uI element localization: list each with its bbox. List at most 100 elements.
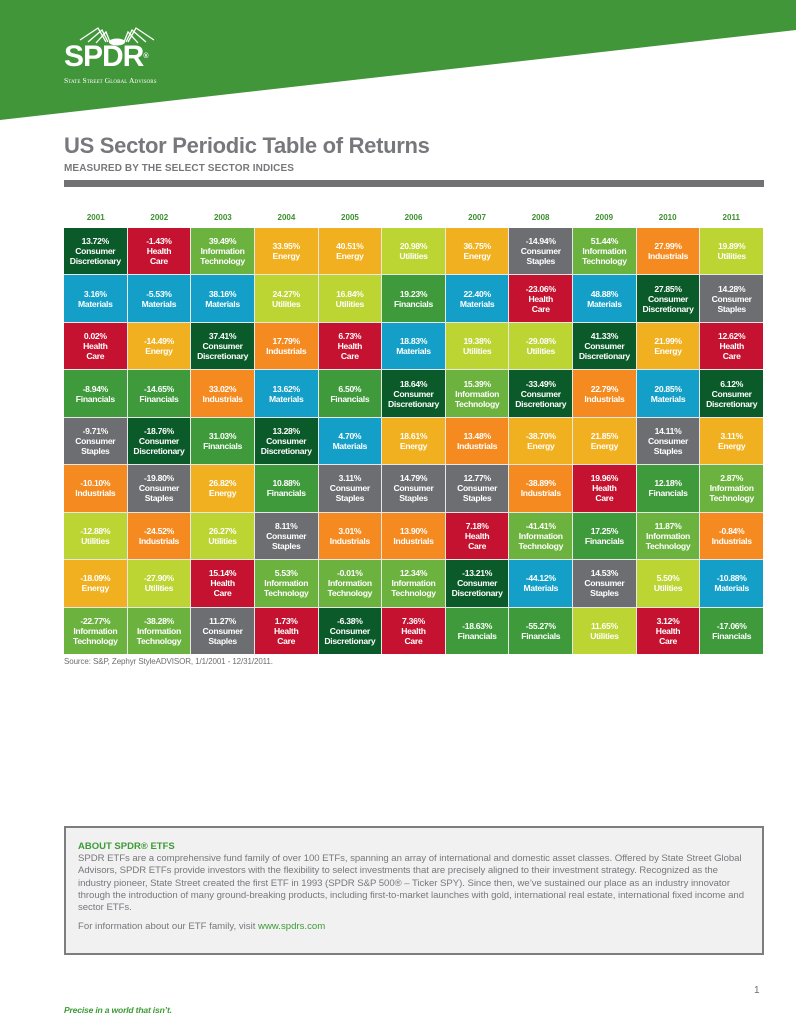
sector-cell: 13.72% Consumer Discretionary (64, 228, 127, 275)
header-banner (0, 0, 796, 125)
return-value: -0.01% (337, 568, 363, 579)
year-label: 2003 (213, 213, 232, 222)
sector-name: Consumer Staples (393, 483, 434, 504)
return-value: 21.85% (590, 430, 619, 441)
year-label: 2008 (531, 213, 550, 222)
return-value: 33.02% (208, 383, 237, 394)
return-value: 12.18% (654, 478, 682, 489)
return-value: 27.99% (654, 241, 682, 252)
sector-cell: 6.50% Financials (318, 370, 382, 417)
return-value: 21.99% (654, 336, 682, 347)
spdrs-link[interactable]: www.spdrs.com (258, 921, 326, 933)
sector-cell: -17.06% Financials (700, 607, 763, 654)
sector-cell: 12.77% Consumer Staples (445, 465, 509, 512)
sector-name: Materials (332, 440, 368, 451)
sector-cell: 17.79% Industrials (254, 322, 318, 370)
source-note: Source: S&P, Zephyr StyleADVISOR, 1/1/20… (64, 657, 273, 666)
return-value: -38.28% (143, 615, 174, 626)
sector-name: Energy (654, 346, 682, 357)
sector-name: Energy (399, 440, 428, 451)
sector-cell: 17.25% Financials (573, 512, 636, 560)
return-value: 3.12% (656, 615, 680, 626)
sector-cell: 14.11% Consumer Staples (636, 417, 700, 465)
sector-name: Consumer Discretionary (324, 625, 376, 646)
sector-cell: 6.12% Consumer Discretionary (700, 370, 763, 417)
about-info-line: For information about our ETF family, vi… (78, 921, 750, 933)
sector-name: Utilities (335, 298, 365, 309)
year-label: 2007 (468, 213, 486, 222)
sector-name: Consumer Staples (584, 578, 625, 599)
return-value: -38.70% (525, 430, 556, 441)
sector-name: Information Technology (263, 578, 309, 599)
return-value: 3.16% (83, 288, 107, 299)
return-value: 26.27% (208, 525, 237, 536)
sector-name: Industrials (329, 535, 370, 546)
sector-cell: -38.89% Industrials (509, 465, 573, 512)
sector-cell: 18.83% Materials (382, 322, 445, 370)
sector-cell: 27.99% Industrials (636, 228, 700, 275)
sector-name: Financials (521, 630, 561, 641)
sector-cell: 3.11% Energy (700, 417, 763, 465)
return-value: -55.27% (525, 620, 556, 631)
return-value: -23.06% (525, 283, 556, 294)
return-value: 39.49% (208, 236, 237, 247)
sector-cell: -0.01% Information Technology (318, 560, 382, 607)
sector-name: Industrials (138, 535, 180, 546)
spider-icon (79, 27, 155, 46)
return-value: 48.88% (590, 288, 619, 299)
sector-name: Health Care (592, 483, 617, 504)
year-label: 2010 (658, 213, 677, 222)
return-value: 17.25% (590, 525, 619, 536)
sector-cell: 51.44% Information Technology (573, 228, 636, 275)
return-value: -6.38% (337, 615, 363, 626)
return-value: 5.53% (274, 568, 298, 579)
sector-name: Information Technology (136, 625, 182, 646)
sector-name: Consumer Staples (711, 293, 752, 314)
return-value: 6.73% (338, 331, 362, 342)
sector-cell: 21.99% Energy (636, 322, 700, 370)
sector-name: Information Technology (582, 246, 627, 267)
sector-cell: 0.02% Health Care (64, 322, 127, 370)
sector-cell: 3.11% Consumer Staples (318, 465, 382, 512)
return-value: 27.85% (654, 283, 682, 294)
return-value: 22.79% (590, 383, 619, 394)
return-value: 19.38% (463, 336, 491, 347)
sector-cell: -0.84% Industrials (700, 512, 763, 560)
about-title: ABOUT SPDR® ETFS (78, 841, 175, 852)
return-value: 5.50% (656, 573, 680, 584)
return-value: -14.49% (143, 336, 174, 347)
year-label: 2005 (341, 213, 359, 222)
sector-cell: 3.16% Materials (64, 275, 127, 322)
sector-cell: 19.89% Utilities (700, 228, 763, 275)
sector-cell: 11.65% Utilities (573, 607, 636, 654)
sector-name: Health Care (210, 578, 235, 599)
return-value: 14.28% (718, 283, 746, 294)
sector-name: Consumer Discretionary (133, 435, 185, 456)
sector-cell: -29.08% Utilities (509, 322, 573, 370)
sector-cell: -6.38% Consumer Discretionary (318, 607, 382, 654)
sector-cell: -33.49% Consumer Discretionary (509, 370, 573, 417)
sector-cell: 20.98% Utilities (382, 228, 445, 275)
sector-cell: 13.90% Industrials (382, 512, 445, 560)
return-value: 40.51% (336, 241, 364, 252)
sector-name: Consumer Staples (266, 530, 307, 551)
return-value: 7.36% (402, 615, 425, 626)
sector-name: Financials (75, 393, 115, 404)
sector-name: Information Technology (327, 578, 373, 599)
return-value: 18.83% (399, 336, 428, 347)
sector-name: Health Care (401, 625, 426, 646)
spdr-logo[interactable]: SPDR® State Street Global Advisors (62, 24, 182, 86)
page-number: 1 (754, 985, 760, 996)
title-divider (64, 180, 764, 187)
sector-cell: -27.90% Utilities (127, 560, 191, 607)
sector-name: Health Care (337, 341, 363, 362)
sector-cell: -8.94% Financials (64, 370, 127, 417)
sector-name: Financials (648, 488, 688, 499)
return-value: -9.71% (82, 425, 109, 436)
sector-name: Information Technology (709, 483, 754, 504)
sector-cell: 6.73% Health Care (318, 322, 382, 370)
sector-cell: 5.53% Information Technology (254, 560, 318, 607)
sector-cell: 16.84% Utilities (318, 275, 382, 322)
sector-name: Health Care (146, 246, 172, 267)
sector-name: Health Care (83, 341, 108, 362)
